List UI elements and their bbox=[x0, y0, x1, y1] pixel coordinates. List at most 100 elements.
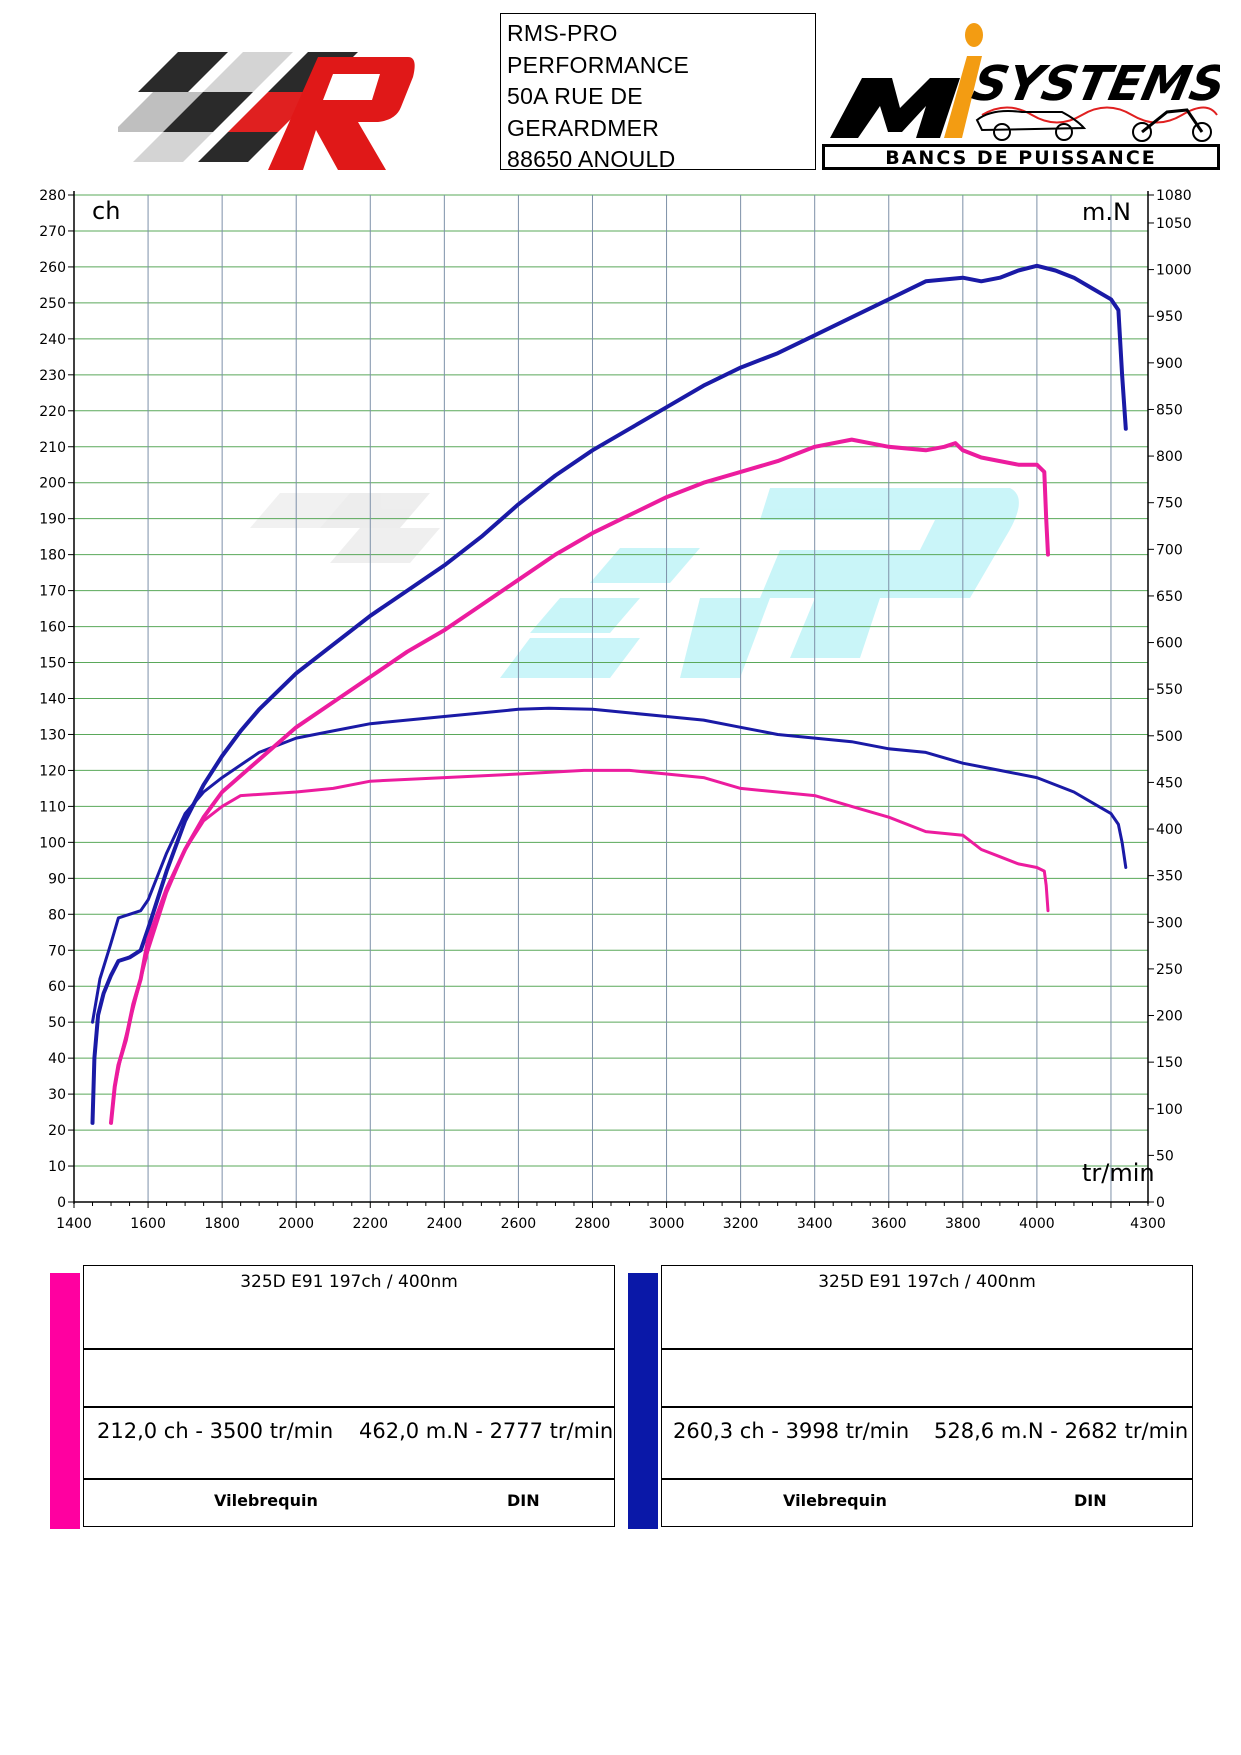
y-left-tick-label: 140 bbox=[39, 692, 66, 708]
legend-run-blue: 325D E91 197ch / 400nm 260,3 ch - 3998 t… bbox=[628, 1265, 1193, 1529]
x-tick-label: 3600 bbox=[871, 1216, 907, 1232]
y-left-tick-label: 100 bbox=[39, 835, 66, 851]
x-tick-label: 4000 bbox=[1019, 1216, 1055, 1232]
legend-label-din: DIN bbox=[507, 1491, 540, 1510]
address-line: PERFORMANCE bbox=[507, 51, 690, 78]
y-left-tick-label: 20 bbox=[48, 1123, 66, 1139]
y-right-tick-label: 200 bbox=[1156, 1009, 1183, 1025]
legend-label-din: DIN bbox=[1074, 1491, 1107, 1510]
x-tick-label: 1800 bbox=[204, 1216, 240, 1232]
y-right-tick-label: 150 bbox=[1156, 1055, 1183, 1071]
y-right-tick-label: 50 bbox=[1156, 1148, 1174, 1164]
y-left-tick-label: 240 bbox=[39, 332, 66, 348]
legend-box: 325D E91 197ch / 400nm 212,0 ch - 3500 t… bbox=[83, 1265, 615, 1527]
address-block: RMS-PRO PERFORMANCE 50A RUE DE GERARDMER… bbox=[500, 13, 816, 172]
y-left-tick-label: 220 bbox=[39, 404, 66, 420]
y-right-tick-label: 250 bbox=[1156, 962, 1183, 978]
x-tick-label: 2800 bbox=[575, 1216, 611, 1232]
legend-row bbox=[662, 1406, 1192, 1480]
legend-power-value: 212,0 ch - 3500 tr/min bbox=[97, 1419, 334, 1443]
y-right-tick-label: 1080 bbox=[1156, 188, 1192, 204]
y-left-tick-label: 80 bbox=[48, 907, 66, 923]
watermark-logo bbox=[250, 488, 1019, 678]
y-right-tick-label: 600 bbox=[1156, 636, 1183, 652]
y-left-tick-label: 280 bbox=[39, 188, 66, 204]
y-left-tick-label: 0 bbox=[57, 1195, 66, 1211]
y-left-tick-label: 270 bbox=[39, 224, 66, 240]
logo-bancs-text: BANCS DE PUISSANCE bbox=[885, 147, 1157, 169]
address-line: 88650 ANOULD bbox=[507, 146, 676, 172]
y-left-tick-label: 60 bbox=[48, 979, 66, 995]
y-right-tick-label: 650 bbox=[1156, 589, 1183, 605]
legend-row bbox=[84, 1348, 614, 1408]
x-unit-label: tr/min bbox=[1082, 1159, 1155, 1187]
legend-row: 325D E91 197ch / 400nm bbox=[662, 1266, 1192, 1350]
logo-systems-text: SYSTEMS bbox=[967, 56, 1220, 111]
y-left-tick-label: 120 bbox=[39, 763, 66, 779]
legend-torque-value: 462,0 m.N - 2777 tr/min bbox=[359, 1419, 614, 1443]
x-tick-label: 2000 bbox=[278, 1216, 314, 1232]
series-line-1 bbox=[91, 706, 1128, 1024]
x-tick-label: 2400 bbox=[427, 1216, 463, 1232]
x-tick-label: 3800 bbox=[945, 1216, 981, 1232]
y-right-tick-label: 500 bbox=[1156, 729, 1183, 745]
y-left-tick-label: 30 bbox=[48, 1087, 66, 1103]
y-left-tick-label: 230 bbox=[39, 368, 66, 384]
legend-color-swatch bbox=[50, 1273, 80, 1529]
y-left-tick-label: 200 bbox=[39, 476, 66, 492]
y-right-tick-label: 1000 bbox=[1156, 263, 1192, 279]
y-left-tick-label: 70 bbox=[48, 943, 66, 959]
rms-pro-logo bbox=[118, 52, 415, 170]
x-tick-label: 2200 bbox=[352, 1216, 388, 1232]
y-left-tick-label: 190 bbox=[39, 512, 66, 528]
y-right-tick-label: 950 bbox=[1156, 309, 1183, 325]
y-left-tick-label: 210 bbox=[39, 440, 66, 456]
legend-color-swatch bbox=[628, 1273, 658, 1529]
series-line-2 bbox=[109, 437, 1050, 1125]
legend-row: 325D E91 197ch / 400nm bbox=[84, 1266, 614, 1350]
y-left-tick-label: 250 bbox=[39, 296, 66, 312]
y-right-tick-label: 900 bbox=[1156, 356, 1183, 372]
legend-title: 325D E91 197ch / 400nm bbox=[818, 1272, 1036, 1292]
legend-power-value: 260,3 ch - 3998 tr/min bbox=[673, 1419, 910, 1443]
legend-label-vilebrequin: Vilebrequin bbox=[783, 1491, 887, 1510]
mi-systems-logo: SYSTEMS BANCS DE PUISSANCE bbox=[822, 23, 1220, 170]
y-left-tick-label: 260 bbox=[39, 260, 66, 276]
series-line-3 bbox=[109, 768, 1050, 1125]
x-tick-label: 3400 bbox=[797, 1216, 833, 1232]
legend-torque-value: 528,6 m.N - 2682 tr/min bbox=[934, 1419, 1189, 1443]
y-right-tick-label: 400 bbox=[1156, 822, 1183, 838]
legend-box: 325D E91 197ch / 400nm 260,3 ch - 3998 t… bbox=[661, 1265, 1193, 1527]
y-left-unit-label: ch bbox=[92, 197, 120, 225]
y-left-tick-label: 170 bbox=[39, 584, 66, 600]
series-line-0 bbox=[90, 263, 1128, 1125]
y-right-tick-label: 800 bbox=[1156, 449, 1183, 465]
y-left-tick-label: 10 bbox=[48, 1159, 66, 1175]
y-right-tick-label: 550 bbox=[1156, 682, 1183, 698]
chart-grid bbox=[73, 194, 1148, 1203]
y-right-tick-label: 0 bbox=[1156, 1195, 1165, 1211]
y-left-tick-label: 50 bbox=[48, 1015, 66, 1031]
chart-series bbox=[90, 263, 1128, 1125]
y-left-tick-label: 130 bbox=[39, 727, 66, 743]
y-right-tick-label: 300 bbox=[1156, 915, 1183, 931]
y-right-unit-label: m.N bbox=[1082, 198, 1131, 226]
x-tick-label: 2600 bbox=[501, 1216, 537, 1232]
y-right-tick-label: 850 bbox=[1156, 402, 1183, 418]
legend-run-pink: 325D E91 197ch / 400nm 212,0 ch - 3500 t… bbox=[50, 1265, 615, 1529]
y-left-tick-label: 150 bbox=[39, 656, 66, 672]
y-right-tick-label: 1050 bbox=[1156, 216, 1192, 232]
y-left-tick-label: 40 bbox=[48, 1051, 66, 1067]
legend-row bbox=[84, 1406, 614, 1480]
y-right-tick-label: 450 bbox=[1156, 775, 1183, 791]
address-line: GERARDMER bbox=[507, 114, 660, 141]
x-tick-label: 3000 bbox=[649, 1216, 685, 1232]
chart-axes bbox=[68, 191, 1154, 1208]
y-left-tick-label: 180 bbox=[39, 548, 66, 564]
x-tick-label: 1400 bbox=[56, 1216, 92, 1232]
address-line: RMS-PRO bbox=[507, 20, 618, 46]
dyno-chart: 0 10 20 30 40 50 60 70 80 90 100 110 120 130 140 150 160… bbox=[39, 188, 1192, 1232]
y-right-tick-label: 100 bbox=[1156, 1102, 1183, 1118]
y-right-tick-label: 700 bbox=[1156, 542, 1183, 558]
y-left-tick-label: 110 bbox=[39, 799, 66, 815]
